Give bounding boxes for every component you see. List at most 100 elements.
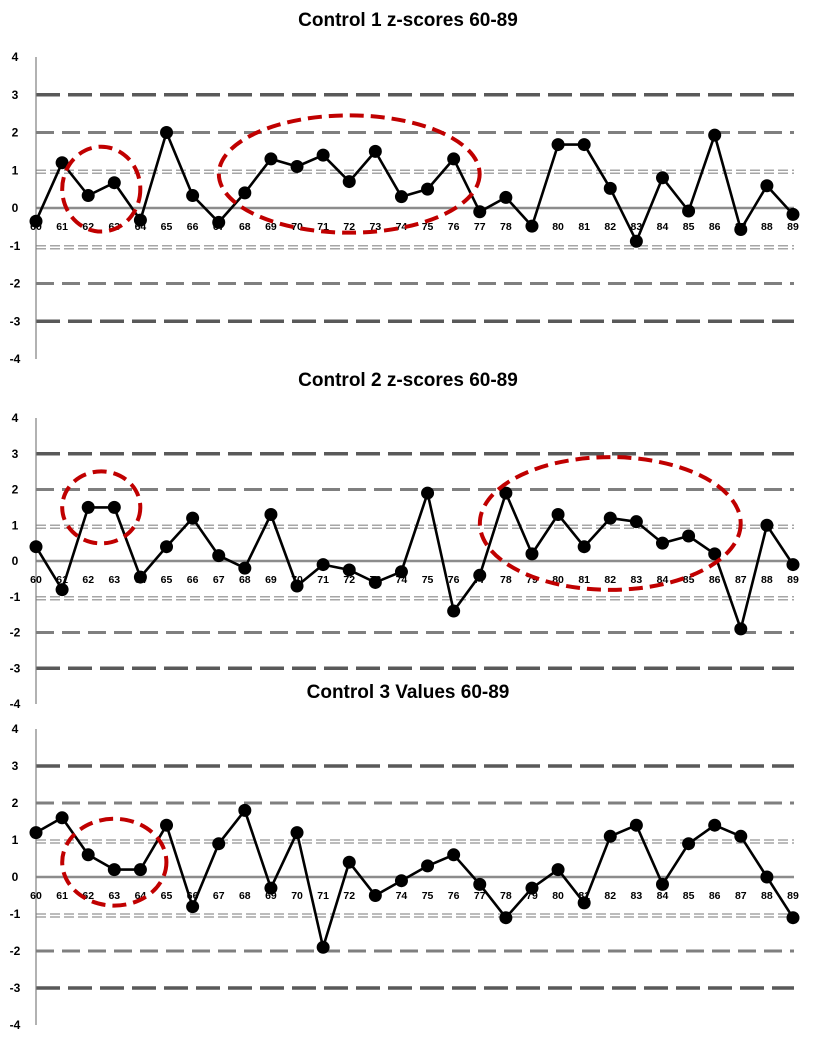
data-point xyxy=(734,829,748,843)
x-tick-label: 65 xyxy=(161,574,173,586)
data-point xyxy=(603,511,617,525)
x-tick-label: 62 xyxy=(82,574,94,586)
y-tick-label: -3 xyxy=(10,661,21,675)
data-point xyxy=(394,874,408,888)
data-point xyxy=(760,179,774,193)
x-tick-label: 87 xyxy=(735,574,747,586)
x-tick-label: 68 xyxy=(239,574,251,586)
data-point xyxy=(473,877,487,891)
data-point xyxy=(447,152,461,166)
data-point xyxy=(212,215,226,229)
x-tick-label: 65 xyxy=(161,890,173,902)
x-tick-label: 88 xyxy=(761,221,773,233)
y-tick-label: 2 xyxy=(12,483,19,497)
data-point xyxy=(734,622,748,636)
data-point xyxy=(551,508,565,522)
x-tick-label: 81 xyxy=(578,890,590,902)
x-tick-label: 79 xyxy=(526,890,538,902)
y-tick-label: 1 xyxy=(12,163,19,177)
x-tick-label: 71 xyxy=(317,574,329,586)
data-point xyxy=(603,181,617,195)
data-point xyxy=(394,190,408,204)
y-tick-label: 2 xyxy=(12,796,19,810)
data-point xyxy=(682,204,696,218)
chart-title: Control 3 Values 60-89 xyxy=(307,682,510,703)
chart-title: Control 1 z-scores 60-89 xyxy=(298,10,518,31)
y-tick-label: -3 xyxy=(10,981,21,995)
data-point xyxy=(316,940,330,954)
y-tick-label: 3 xyxy=(12,447,19,461)
data-point xyxy=(342,855,356,869)
data-point xyxy=(577,540,591,554)
x-tick-label: 83 xyxy=(631,574,643,586)
data-point xyxy=(55,811,69,825)
x-tick-label: 88 xyxy=(761,574,773,586)
data-point xyxy=(629,234,643,248)
y-tick-label: -4 xyxy=(10,697,21,711)
x-tick-label: 85 xyxy=(683,221,695,233)
x-tick-label: 78 xyxy=(500,574,512,586)
y-tick-label: -4 xyxy=(10,352,21,366)
data-point xyxy=(603,829,617,843)
chart-1: Control 1 z-scores 60-8943210-1-2-3-4606… xyxy=(10,10,800,366)
data-point xyxy=(655,536,669,550)
highlight-ellipse xyxy=(216,113,482,235)
data-point xyxy=(577,896,591,910)
x-tick-label: 81 xyxy=(578,574,590,586)
x-tick-label: 70 xyxy=(291,221,303,233)
data-point xyxy=(368,575,382,589)
x-tick-label: 89 xyxy=(787,890,799,902)
data-point xyxy=(55,156,69,170)
data-point xyxy=(55,583,69,597)
x-tick-label: 86 xyxy=(709,574,721,586)
x-tick-label: 80 xyxy=(552,574,564,586)
y-tick-label: -1 xyxy=(10,907,21,921)
data-point xyxy=(708,547,722,561)
x-tick-label: 61 xyxy=(56,890,68,902)
x-tick-label: 81 xyxy=(578,221,590,233)
data-point xyxy=(760,870,774,884)
x-tick-label: 89 xyxy=(787,221,799,233)
x-tick-label: 74 xyxy=(396,574,408,586)
x-tick-label: 85 xyxy=(683,890,695,902)
data-point xyxy=(499,190,513,204)
y-tick-label: 0 xyxy=(12,554,19,568)
data-point xyxy=(81,500,95,514)
highlight-ellipse xyxy=(477,455,743,592)
x-tick-label: 60 xyxy=(30,574,42,586)
x-tick-label: 86 xyxy=(709,221,721,233)
data-point xyxy=(29,214,43,228)
y-tick-label: 4 xyxy=(12,411,19,425)
highlight-ellipse xyxy=(60,469,143,546)
data-point xyxy=(160,540,174,554)
x-tick-label: 76 xyxy=(448,574,460,586)
data-point xyxy=(421,486,435,500)
x-tick-label: 69 xyxy=(265,890,277,902)
data-point xyxy=(786,911,800,925)
y-tick-label: 2 xyxy=(12,126,19,140)
data-point xyxy=(447,604,461,618)
x-tick-label: 79 xyxy=(526,574,538,586)
data-point xyxy=(342,175,356,189)
data-point xyxy=(290,159,304,173)
y-tick-label: -3 xyxy=(10,314,21,328)
y-tick-label: -2 xyxy=(10,944,21,958)
x-tick-label: 68 xyxy=(239,890,251,902)
data-point xyxy=(551,138,565,152)
chart-3: Control 3 Values 60-89 4 3 2 1 0 -1 -2 -3 -4 60 61 6… xyxy=(10,682,800,1032)
y-tick-label: 0 xyxy=(12,870,19,884)
x-tick-label: 62 xyxy=(82,221,94,233)
data-point xyxy=(708,818,722,832)
data-point xyxy=(394,565,408,579)
x-tick-label: 88 xyxy=(761,890,773,902)
data-point xyxy=(708,128,722,142)
x-tick-label: 66 xyxy=(187,221,199,233)
data-point xyxy=(629,818,643,832)
y-tick-label: -1 xyxy=(10,590,21,604)
x-tick-label: 84 xyxy=(657,890,669,902)
data-point xyxy=(160,818,174,832)
y-tick-label: -2 xyxy=(10,626,21,640)
x-tick-label: 60 xyxy=(30,890,42,902)
data-point xyxy=(316,148,330,162)
